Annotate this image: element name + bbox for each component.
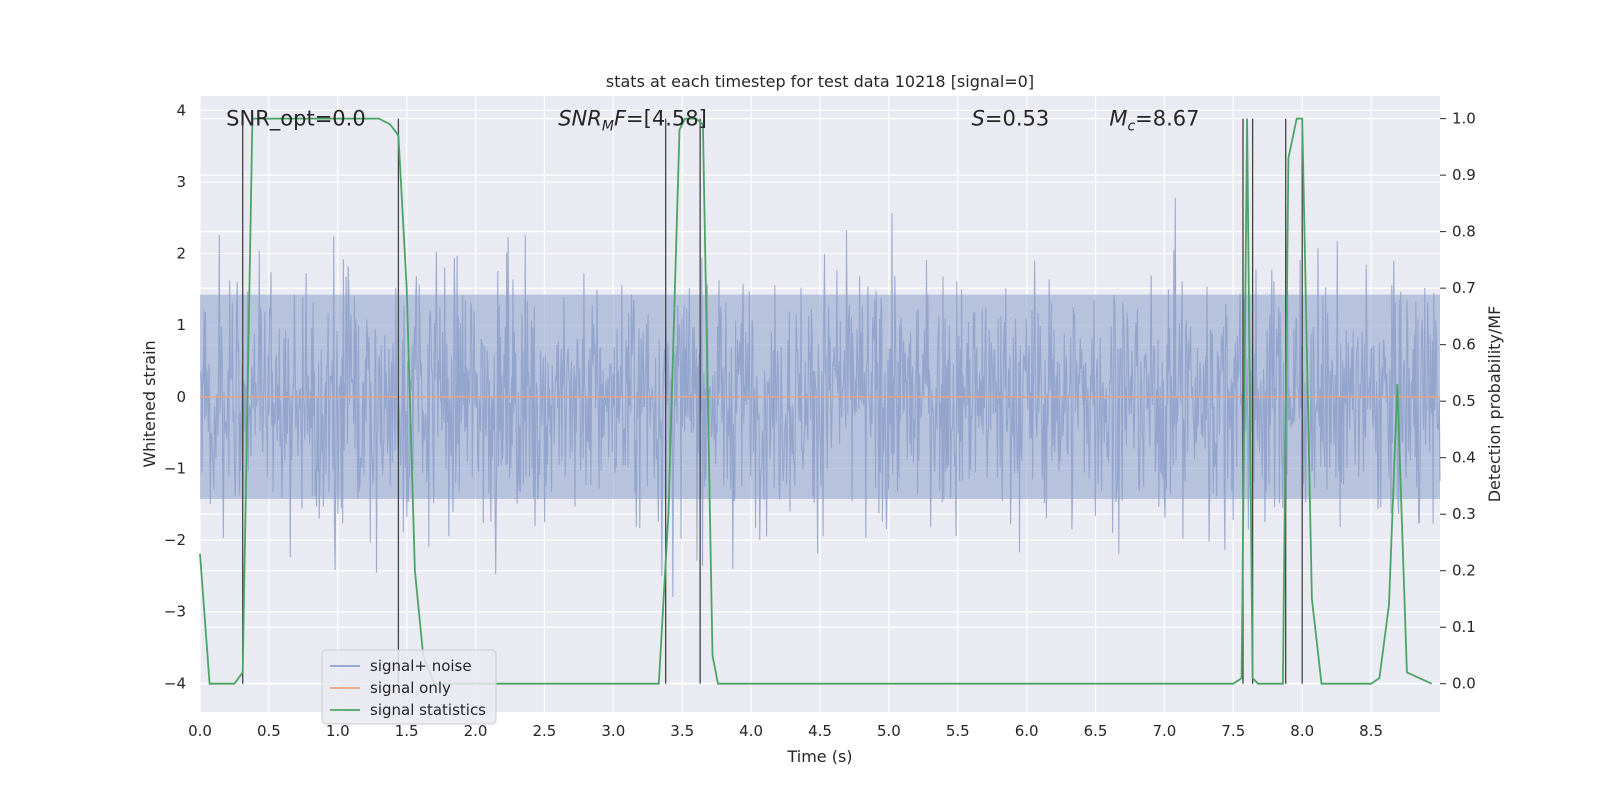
y-right-tick-label: 0.0: [1452, 675, 1476, 693]
x-tick-label: 6.5: [1084, 722, 1108, 740]
signal-statistics-series: [199, 117, 1433, 685]
y-left-tick-label: −4: [164, 674, 186, 692]
y-left-tick-label: 1: [176, 316, 186, 334]
x-tick-label: 2.0: [464, 722, 488, 740]
x-tick-label: 3.0: [601, 722, 625, 740]
y-left-tick-label: 2: [176, 245, 186, 263]
x-tick-label: 8.5: [1359, 722, 1383, 740]
x-tick-label: 1.0: [326, 722, 350, 740]
y-left-tick-label: 4: [176, 101, 186, 119]
y-right-tick-label: 0.7: [1452, 279, 1476, 297]
legend-box: [321, 649, 497, 725]
x-tick-label: 5.0: [877, 722, 901, 740]
y-right-axis-label: Detection probability/MF: [1485, 306, 1504, 503]
annotation-snr-mf: SNRMF=[4.58]: [558, 106, 707, 134]
y-right-tick-label: 0.3: [1452, 505, 1476, 523]
y-right-tick-label: 0.1: [1452, 618, 1476, 636]
y-right-tick-label: 0.4: [1452, 449, 1476, 467]
x-tick-label: 0.0: [188, 722, 212, 740]
annotation-mc: Mc=8.67: [1109, 106, 1199, 134]
y-right-tick-label: 0.6: [1452, 336, 1476, 354]
y-left-axis-label: Whitened strain: [140, 340, 159, 467]
y-right-tick-label: 0.9: [1452, 166, 1476, 184]
annotation-snr-opt: SNR_opt=0.0: [226, 106, 366, 131]
y-right-tick-label: 0.5: [1452, 392, 1476, 410]
x-tick-label: 7.0: [1153, 722, 1177, 740]
x-tick-label: 6.0: [1015, 722, 1039, 740]
y-left-tick-label: −3: [164, 603, 186, 621]
y-left-tick-label: −2: [164, 531, 186, 549]
y-left-tick-label: −1: [164, 459, 186, 477]
x-tick-label: 5.5: [946, 722, 970, 740]
annotation-s: S=0.53: [972, 106, 1050, 130]
y-right-tick-label: 0.8: [1452, 223, 1476, 241]
y-left-tick-label: 0: [176, 388, 186, 406]
legend-label: signal statistics: [370, 701, 486, 719]
x-tick-label: 3.5: [670, 722, 694, 740]
legend-label: signal only: [370, 679, 451, 697]
x-tick-label: 1.5: [395, 722, 419, 740]
x-tick-label: 8.0: [1290, 722, 1314, 740]
x-axis-label: Time (s): [786, 747, 852, 766]
x-tick-label: 0.5: [257, 722, 281, 740]
y-left-tick-label: 3: [176, 173, 186, 191]
legend-label: signal+ noise: [370, 657, 472, 675]
x-tick-label: 4.5: [808, 722, 832, 740]
y-right-tick-label: 0.2: [1452, 562, 1476, 580]
x-tick-label: 4.0: [739, 722, 763, 740]
chart-title: stats at each timestep for test data 102…: [606, 72, 1034, 91]
y-right-tick-label: 1.0: [1452, 110, 1476, 128]
x-tick-label: 2.5: [533, 722, 557, 740]
x-tick-label: 7.5: [1221, 722, 1245, 740]
